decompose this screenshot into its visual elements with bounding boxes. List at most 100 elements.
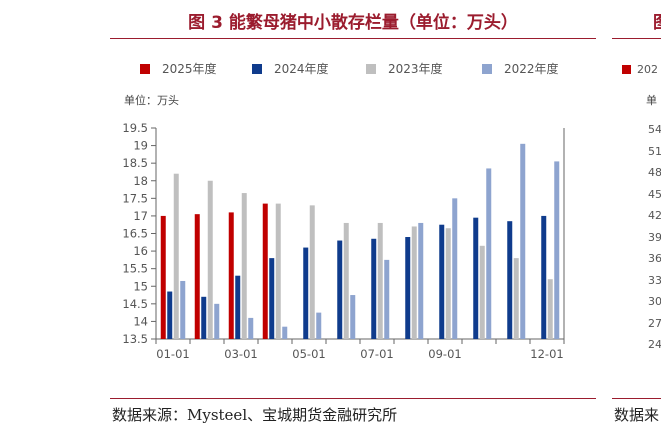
bar-2-1 xyxy=(207,180,213,339)
bar-0-0 xyxy=(160,215,166,339)
bar-2-5 xyxy=(343,222,349,339)
bar-3-8 xyxy=(452,198,458,339)
bar-1-2 xyxy=(235,275,241,339)
legend-label-3: 2022年度 xyxy=(504,62,559,76)
bar-2-11 xyxy=(547,279,553,339)
x-tick-label-8: 09-01 xyxy=(428,347,461,361)
right-panel-y-tick-5: 39 xyxy=(648,230,661,244)
bar-1-11 xyxy=(541,215,547,339)
legend-swatch-1 xyxy=(252,63,262,74)
right-panel-title-rule xyxy=(612,38,661,39)
right-panel-legend-label: 202 xyxy=(637,63,658,76)
right-panel-legend-swatch xyxy=(622,65,631,74)
legend: 2025年度 2024年度 2023年度 2022年度 xyxy=(140,60,580,80)
y-tick-label-10: 18.5 xyxy=(122,156,148,170)
bar-3-11 xyxy=(554,161,560,339)
bar-1-7 xyxy=(405,237,411,339)
x-tick-label-0: 01-01 xyxy=(156,347,189,361)
bar-2-8 xyxy=(445,228,451,339)
y-tick-label-11: 19 xyxy=(133,139,148,153)
right-panel-y-tick-9: 27 xyxy=(648,316,661,330)
title-rule xyxy=(110,38,596,39)
right-panel-y-tick-4: 42 xyxy=(648,209,661,222)
right-panel-y-tick-1: 51 xyxy=(648,144,661,158)
right-panel-y-tick-7: 33 xyxy=(648,273,661,287)
bar-2-3 xyxy=(275,203,281,339)
y-tick-label-12: 19.5 xyxy=(122,121,148,135)
bar-1-5 xyxy=(337,240,343,339)
right-panel-y-tick-0: 54 xyxy=(648,123,661,136)
source-note: 数据来源：Mysteel、宝城期货金融研究所 xyxy=(112,406,398,424)
source-rule xyxy=(110,398,596,399)
legend-item-3: 2022年度 xyxy=(482,60,559,77)
legend-item-2: 2023年度 xyxy=(366,60,443,77)
bar-chart: 13.5 14 14.5 15 15.5 16 16.5 17 17.5 18 18.5 19 19.5… xyxy=(122,121,565,361)
y-tick-label-2: 14.5 xyxy=(122,297,148,311)
bar-2-7 xyxy=(411,226,417,339)
bar-3-9 xyxy=(486,168,492,339)
y-tick-label-7: 17 xyxy=(133,209,148,223)
unit-label: 单位：万头 xyxy=(124,94,179,107)
bar-1-4 xyxy=(303,247,309,339)
y-tick-label-0: 13.5 xyxy=(122,332,148,346)
legend-swatch-2 xyxy=(366,63,376,74)
right-panel-source-rule xyxy=(612,398,661,399)
right-panel-y-tick-2: 48 xyxy=(648,166,661,179)
bar-3-10 xyxy=(520,143,526,339)
y-tick-label-4: 15.5 xyxy=(122,262,148,276)
bar-2-10 xyxy=(513,258,519,339)
y-tick-label-8: 17.5 xyxy=(122,191,148,205)
bar-3-5 xyxy=(350,295,356,339)
x-axis: 01-01 03-01 05-01 07-01 09-01 12-01 xyxy=(155,338,565,361)
legend-item-0: 2025年度 xyxy=(140,60,217,77)
bar-2-9 xyxy=(479,245,485,339)
legend-item-1: 2024年度 xyxy=(252,60,329,77)
bar-3-6 xyxy=(384,259,390,339)
bar-3-1 xyxy=(214,303,220,339)
right-panel-source-note: 数据来 xyxy=(614,406,660,424)
right-panel-y-tick-8: 30 xyxy=(648,295,661,308)
bar-3-4 xyxy=(316,312,322,339)
bar-2-2 xyxy=(241,193,247,339)
y-tick-label-5: 16 xyxy=(133,244,148,258)
bar-0-1 xyxy=(194,214,200,339)
bar-2-4 xyxy=(309,205,315,339)
bar-1-6 xyxy=(371,238,377,339)
x-tick-label-11: 12-01 xyxy=(530,347,563,361)
x-tick-label-4: 05-01 xyxy=(292,347,325,361)
bar-3-2 xyxy=(248,317,254,339)
legend-label-1: 2024年度 xyxy=(274,62,329,76)
bar-1-8 xyxy=(439,224,445,339)
legend-label-0: 2025年度 xyxy=(162,62,217,76)
bar-0-2 xyxy=(228,212,234,339)
right-panel-y-tick-6: 36 xyxy=(648,252,661,265)
x-tick-label-2: 03-01 xyxy=(224,347,257,361)
y-tick-label-9: 18 xyxy=(133,174,148,188)
bar-1-10 xyxy=(507,221,513,339)
bar-2-0 xyxy=(173,173,179,339)
y-tick-label-6: 16.5 xyxy=(122,227,148,241)
right-panel-title: 图 xyxy=(653,8,661,33)
bars xyxy=(160,143,560,339)
bar-3-0 xyxy=(180,280,186,339)
y-tick-label-1: 14 xyxy=(133,314,148,328)
chart-title: 图 3 能繁母猪中小散存栏量（单位：万头） xyxy=(188,13,518,33)
bar-1-3 xyxy=(269,258,275,339)
bar-1-0 xyxy=(167,291,173,339)
bar-2-6 xyxy=(377,222,383,339)
y-axis: 13.5 14 14.5 15 15.5 16 16.5 17 17.5 18 18.5 19 19.5 xyxy=(122,121,565,346)
legend-label-2: 2023年度 xyxy=(388,62,443,76)
right-panel-legend-item: 202 xyxy=(622,63,658,76)
legend-swatch-0 xyxy=(140,63,150,74)
right-panel-y-tick-10: 24 xyxy=(648,338,661,351)
legend-swatch-3 xyxy=(482,63,492,74)
y-tick-label-3: 15 xyxy=(133,279,148,293)
bar-0-3 xyxy=(262,203,268,339)
right-panel-unit-label: 单 xyxy=(646,94,657,107)
right-panel-y-tick-3: 45 xyxy=(648,187,661,201)
bar-3-3 xyxy=(282,326,288,339)
x-tick-label-6: 07-01 xyxy=(360,347,393,361)
bar-1-1 xyxy=(201,296,207,339)
bar-1-9 xyxy=(473,217,479,339)
bar-3-7 xyxy=(418,222,424,339)
